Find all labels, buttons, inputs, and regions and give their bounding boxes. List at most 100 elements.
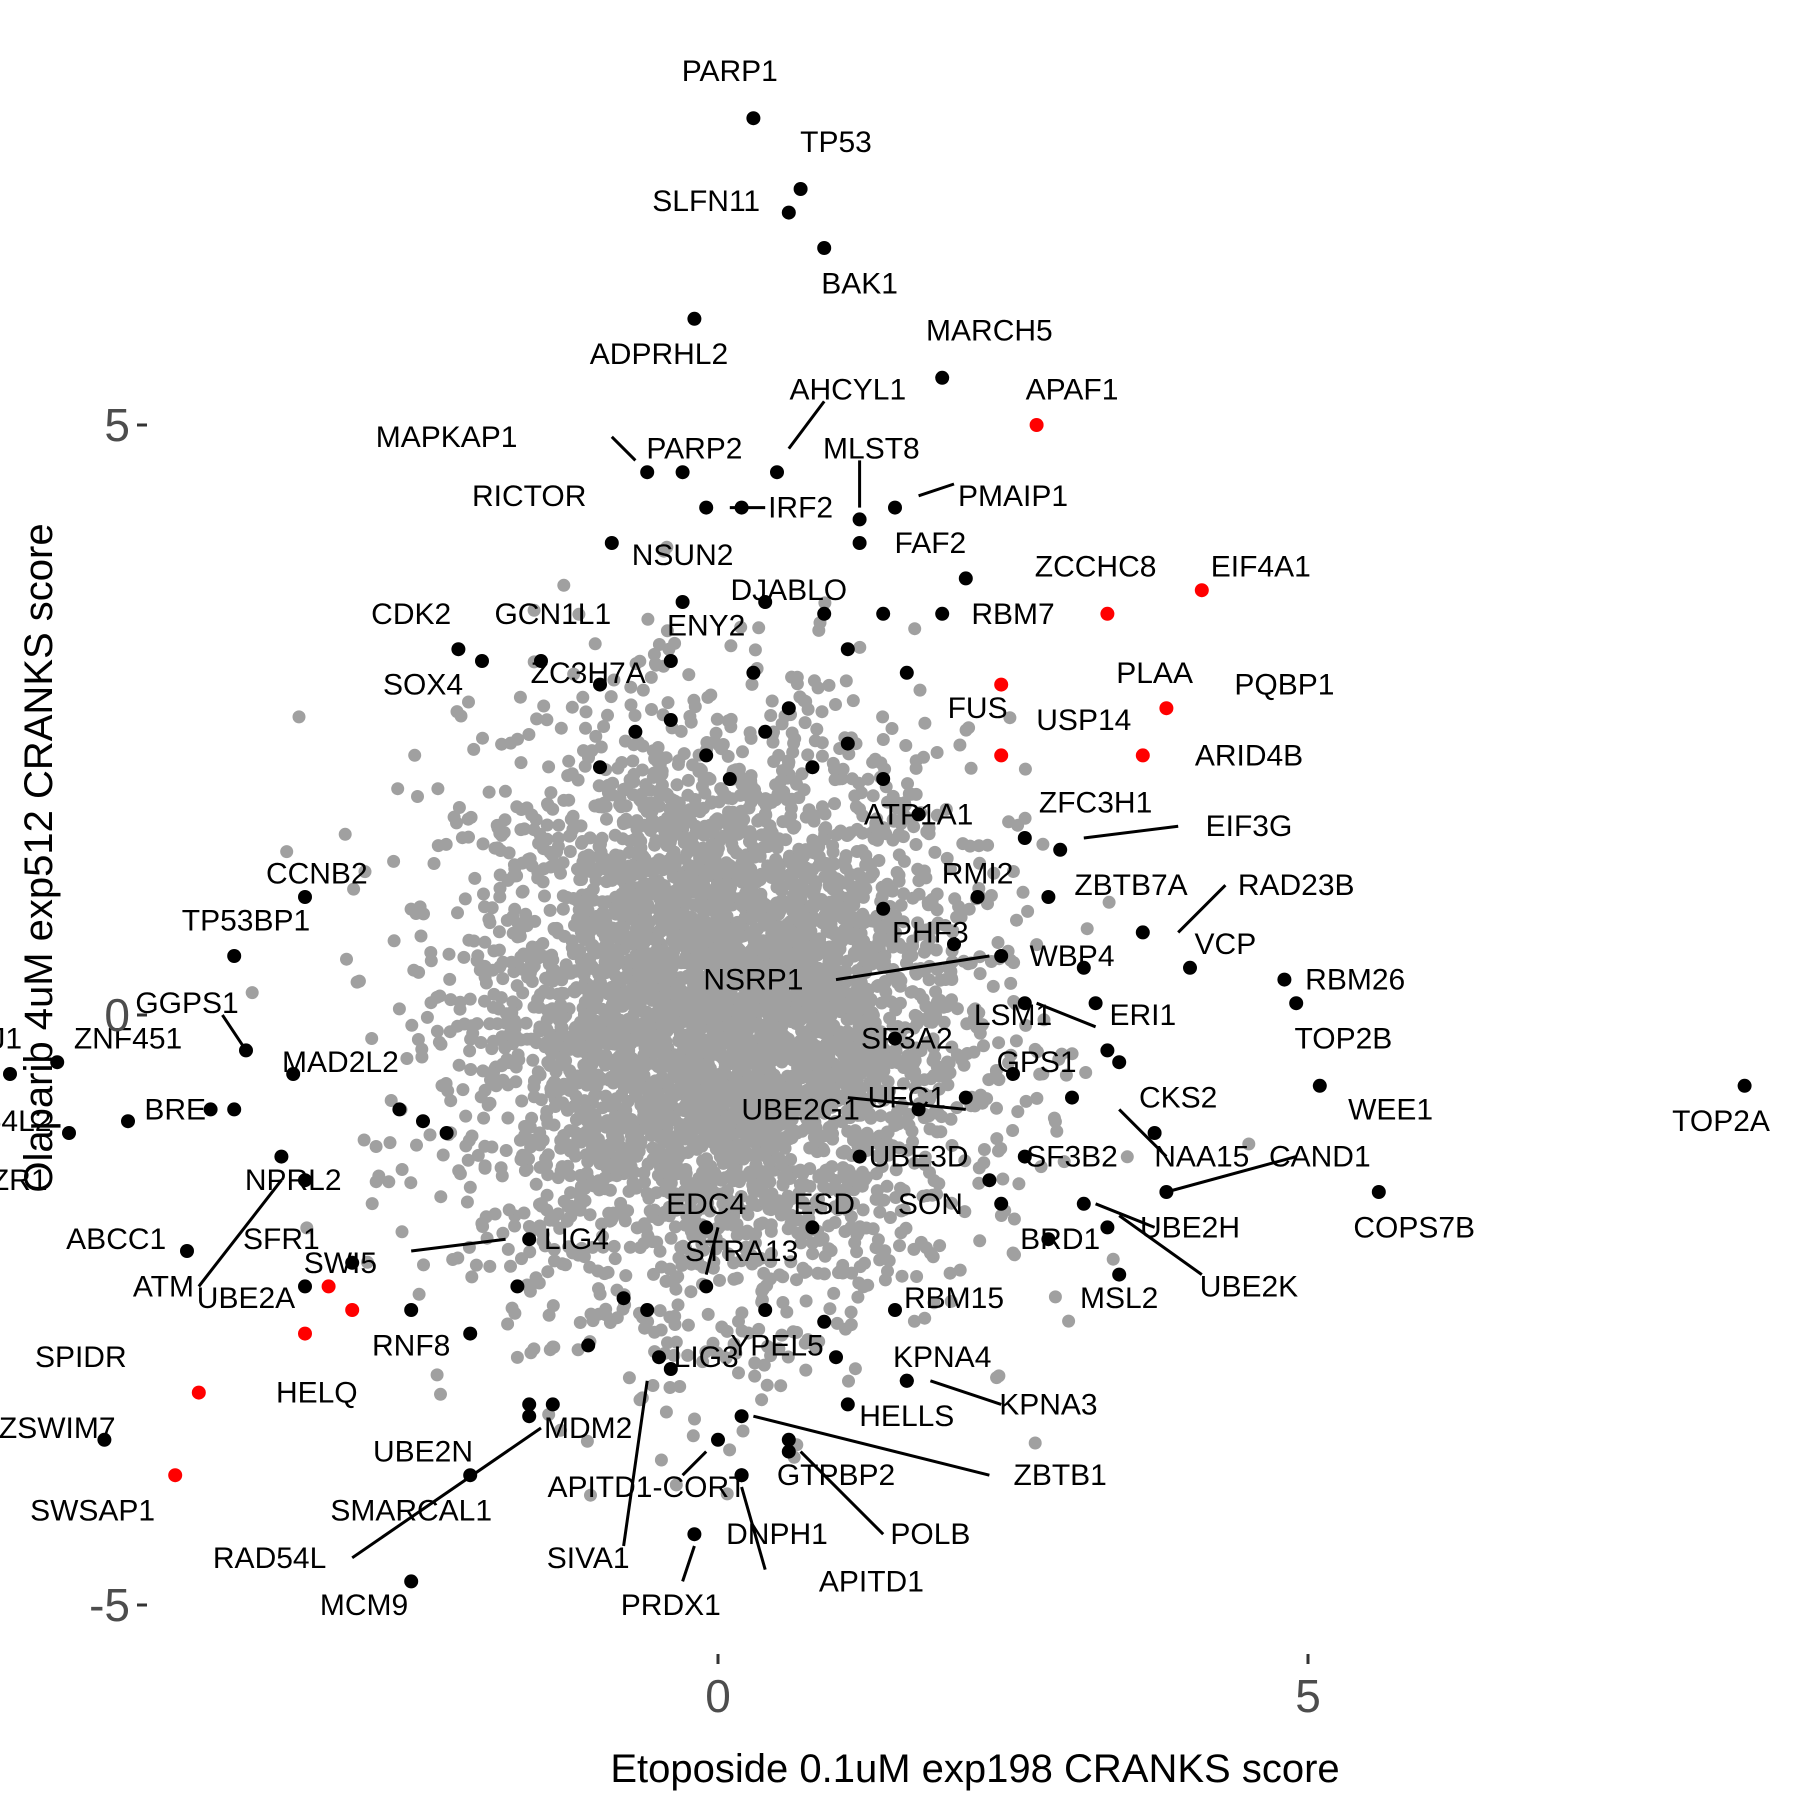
- background-gene-point: [689, 826, 703, 840]
- gene-label-abcc1: ABCC1: [66, 1223, 166, 1256]
- background-gene-point: [669, 1282, 683, 1296]
- background-gene-point: [889, 909, 903, 923]
- gene-label-polb: POLB: [890, 1518, 970, 1551]
- background-gene-point: [501, 873, 515, 887]
- background-gene-point: [645, 1235, 659, 1249]
- background-gene-point: [647, 647, 661, 661]
- background-gene-point: [996, 1172, 1010, 1186]
- background-gene-point: [816, 898, 830, 912]
- background-gene-point: [597, 720, 611, 733]
- gene-label-tp53bp1: TP53BP1: [182, 905, 310, 938]
- background-gene-point: [829, 698, 842, 711]
- background-gene-point: [703, 951, 717, 965]
- background-gene-point: [711, 1171, 724, 1185]
- background-gene-point: [674, 1240, 688, 1254]
- background-gene-point: [918, 716, 932, 730]
- background-gene-point: [839, 674, 853, 688]
- background-gene-point: [913, 927, 927, 941]
- background-gene-point: [876, 920, 890, 934]
- background-gene-point: [430, 990, 444, 1004]
- background-gene-point: [1037, 1013, 1051, 1027]
- background-gene-point: [479, 1210, 493, 1224]
- background-gene-point: [807, 1130, 821, 1144]
- background-gene-point: [742, 872, 756, 885]
- background-gene-point: [767, 928, 780, 942]
- background-gene-point: [584, 1488, 597, 1502]
- background-gene-point: [619, 1165, 633, 1179]
- background-gene-point: [685, 911, 699, 925]
- background-gene-point: [727, 826, 741, 840]
- background-gene-point: [905, 1124, 919, 1138]
- background-gene-point: [790, 910, 804, 924]
- gene-point: [817, 606, 832, 621]
- background-gene-point: [641, 1085, 655, 1099]
- background-gene-point: [791, 1047, 805, 1061]
- background-gene-point: [1048, 1290, 1062, 1304]
- gene-label-gcn1l1: GCN1L1: [494, 598, 611, 631]
- background-gene-point: [873, 1253, 887, 1267]
- background-gene-point: [431, 782, 445, 796]
- background-gene-point: [764, 1224, 778, 1238]
- background-gene-point: [806, 1236, 820, 1250]
- background-gene-point: [790, 991, 804, 1005]
- background-gene-point: [734, 620, 748, 634]
- background-gene-point: [625, 912, 639, 926]
- background-gene-point: [1028, 1042, 1042, 1056]
- background-gene-point: [391, 782, 405, 796]
- gene-label-top2a: TOP2A: [1672, 1105, 1770, 1138]
- background-gene-point: [538, 1239, 552, 1253]
- background-gene-point: [452, 801, 466, 814]
- background-gene-point: [774, 1379, 788, 1393]
- background-gene-point: [706, 1336, 720, 1350]
- background-gene-point: [821, 1009, 835, 1023]
- background-gene-point: [752, 1322, 766, 1336]
- gene-point-faf2: [852, 536, 867, 550]
- leader-line: [918, 482, 955, 498]
- gene-point: [758, 724, 773, 739]
- gene-label-rbm7: RBM7: [971, 598, 1054, 631]
- background-gene-point: [822, 1219, 836, 1233]
- background-gene-point: [614, 800, 628, 814]
- gene-label-eif3g: EIF3G: [1206, 810, 1293, 843]
- background-gene-point: [557, 793, 571, 807]
- background-gene-point: [987, 866, 1001, 880]
- background-gene-point: [562, 1240, 576, 1254]
- background-gene-point: [501, 1317, 515, 1331]
- gene-point-atp1a1: [911, 807, 926, 822]
- background-gene-point: [765, 694, 779, 708]
- background-gene-point: [411, 790, 424, 803]
- background-gene-point: [762, 900, 776, 913]
- background-gene-point: [577, 850, 591, 864]
- background-gene-point: [1007, 956, 1021, 970]
- background-gene-point: [501, 1242, 515, 1256]
- background-gene-point: [674, 1068, 688, 1082]
- background-gene-point: [520, 919, 534, 933]
- gene-label-zfc3h1: ZFC3H1: [1039, 787, 1152, 820]
- leader-line: [1118, 1108, 1168, 1158]
- gene-point-eif4a1: [1194, 583, 1209, 598]
- background-gene-point: [836, 762, 850, 776]
- background-gene-point: [859, 1104, 873, 1118]
- gene-point: [510, 1279, 525, 1294]
- gene-point-rad54l: [522, 1409, 537, 1424]
- gene-point: [616, 1291, 631, 1306]
- gene-label-adprhl2: ADPRHL2: [590, 338, 728, 371]
- background-gene-point: [798, 716, 812, 730]
- background-gene-point: [952, 900, 966, 914]
- background-gene-point: [802, 1205, 816, 1219]
- background-gene-point: [473, 963, 487, 977]
- background-gene-point: [462, 695, 475, 709]
- background-gene-point: [567, 667, 581, 681]
- background-gene-point: [732, 1175, 746, 1189]
- background-gene-point: [547, 964, 561, 977]
- background-gene-point: [566, 1143, 580, 1157]
- gene-label-znf451: ZNF451: [74, 1023, 182, 1056]
- background-gene-point: [579, 956, 593, 970]
- gene-label-usp14: USP14: [1036, 704, 1131, 737]
- gene-point-mapkap1: [640, 465, 655, 480]
- background-gene-point: [459, 1109, 473, 1123]
- gene-point: [840, 736, 855, 751]
- background-gene-point: [1059, 1068, 1073, 1082]
- background-gene-point: [649, 658, 663, 672]
- background-gene-point: [574, 819, 588, 833]
